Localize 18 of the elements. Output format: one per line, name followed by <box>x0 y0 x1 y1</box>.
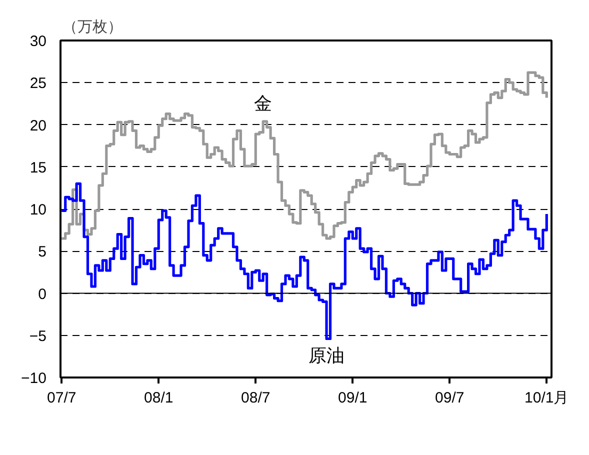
x-tick-label: 10/1月 <box>524 390 569 406</box>
x-tick-label: 08/7 <box>241 390 270 406</box>
y-tick-label: 5 <box>38 244 46 261</box>
series-label: 原油 <box>308 346 345 367</box>
y-tick-label: −5 <box>29 328 47 345</box>
y-tick-label: 0 <box>38 286 46 303</box>
x-tick-label: 09/1 <box>338 390 368 406</box>
y-tick-label: −10 <box>21 370 47 387</box>
x-tick-label: 07/7 <box>47 390 76 406</box>
y-tick-label: 20 <box>30 117 47 134</box>
y-tick-label: 25 <box>30 75 47 92</box>
y-tick-label: 15 <box>30 159 47 176</box>
series-label: 金 <box>254 93 272 114</box>
y-tick-label: 10 <box>30 202 47 218</box>
x-tick-label: 08/1 <box>144 390 174 406</box>
y-tick-label: 30 <box>30 33 47 50</box>
y-axis-title: （万枚） <box>62 18 122 36</box>
x-tick-label: 09/7 <box>435 390 464 406</box>
